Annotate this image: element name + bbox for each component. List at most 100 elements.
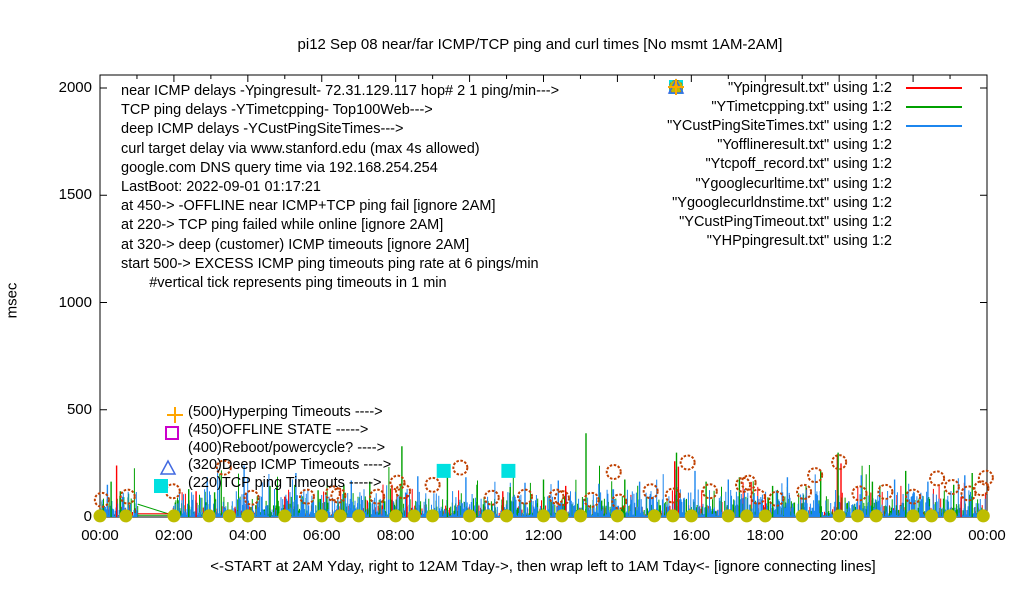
- x-tick-label: 22:00: [894, 527, 932, 544]
- x-tick-label: 20:00: [820, 527, 858, 544]
- legend-row: "YCustPingSiteTimes.txt" using 1:2: [667, 116, 976, 135]
- curl-time-point: [452, 459, 469, 476]
- curl-time-point: [119, 488, 136, 505]
- threshold-annotation: (320)Deep ICMP Timeouts ---->: [188, 457, 392, 474]
- dns-time-point: [241, 509, 255, 523]
- legend-label: "YCustPingSiteTimes.txt" using 1:2: [667, 117, 892, 134]
- legend-label: "Ygooglecurldnstime.txt" using 1:2: [672, 194, 892, 211]
- dns-time-point: [555, 509, 569, 523]
- x-tick-label: 00:00: [81, 527, 119, 544]
- dns-time-point: [943, 509, 957, 523]
- legend-label: "YTimetcpping.txt" using 1:2: [711, 98, 892, 115]
- dns-time-point: [222, 509, 236, 523]
- curl-time-point: [807, 467, 824, 484]
- curl-time-point: [740, 474, 757, 491]
- x-tick-label: 18:00: [746, 527, 785, 544]
- curl-time-point: [324, 485, 341, 502]
- open-triangle-icon: [159, 459, 177, 475]
- annotation-text-block: near ICMP delays -Ypingresult- 72.31.129…: [121, 82, 559, 293]
- dns-time-point: [721, 509, 735, 523]
- curl-time-point: [735, 476, 752, 493]
- dns-time-point: [666, 509, 680, 523]
- curl-time-point: [553, 490, 570, 507]
- dns-time-point: [93, 509, 107, 523]
- dns-time-point: [832, 509, 846, 523]
- dns-time-point: [500, 509, 514, 523]
- legend-row: "Ypingresult.txt" using 1:2: [667, 78, 976, 97]
- annotation-line: google.com DNS query time via 192.168.25…: [121, 159, 438, 176]
- annotation-line: LastBoot: 2022-09-01 01:17:21: [121, 179, 321, 196]
- legend-row: "Ytcpoff_record.txt" using 1:2: [667, 80, 976, 174]
- curl-time-point: [905, 488, 922, 505]
- curl-time-point: [583, 491, 600, 508]
- legend-label: "Ytcpoff_record.txt" using 1:2: [705, 156, 892, 173]
- x-tick-label: 00:00: [968, 527, 1006, 544]
- annotation-line: at 450-> -OFFLINE near ICMP+TCP ping fai…: [121, 198, 496, 215]
- legend-marker: [892, 86, 976, 89]
- threshold-annotation: (220)TCP ping Timeouts ----->: [188, 475, 382, 492]
- dns-time-point: [333, 509, 347, 523]
- y-tick-label: 1000: [58, 293, 92, 311]
- y-tick-label: 2000: [58, 79, 92, 96]
- dns-time-point: [851, 509, 865, 523]
- dns-time-point: [795, 509, 809, 523]
- dns-time-point: [481, 509, 495, 523]
- dns-time-point: [407, 509, 421, 523]
- legend-label: "Yofflineresult.txt" using 1:2: [717, 137, 892, 154]
- curl-time-point: [796, 483, 813, 500]
- dns-time-point: [925, 509, 939, 523]
- annotation-line: start 500-> EXCESS ICMP ping timeouts pi…: [121, 255, 539, 272]
- annotation-line: at 320-> deep (customer) ICMP timeouts […: [121, 236, 470, 253]
- curl-time-point: [395, 483, 412, 500]
- dns-time-point: [740, 509, 754, 523]
- legend-row: "Yofflineresult.txt" using 1:2: [667, 80, 976, 155]
- x-tick-label: 14:00: [598, 527, 637, 544]
- dns-time-point: [976, 509, 990, 523]
- x-tick-label: 02:00: [155, 527, 193, 544]
- dns-time-point: [647, 509, 661, 523]
- x-tick-label: 10:00: [450, 527, 489, 544]
- dns-time-point: [573, 509, 587, 523]
- annotation-line: #vertical tick represents ping timeouts …: [121, 275, 447, 292]
- dns-time-point: [758, 509, 772, 523]
- curl-time-point: [943, 478, 960, 495]
- line-sample-icon: [906, 105, 962, 108]
- tcp-fail-point: [436, 463, 451, 478]
- dns-time-point: [537, 509, 550, 523]
- x-tick-label: 16:00: [672, 527, 711, 544]
- y-tick-label: 500: [66, 400, 92, 418]
- dns-time-point: [389, 509, 403, 523]
- curl-time-point: [389, 474, 406, 491]
- curl-time-point: [298, 488, 315, 505]
- annotation-line: at 220-> TCP ping failed while online [i…: [121, 217, 444, 234]
- y-tick-label: 0: [83, 508, 92, 525]
- x-tick-label: 06:00: [302, 527, 341, 544]
- annotation-line: deep ICMP delays -YCustPingSiteTimes--->: [121, 121, 404, 138]
- legend-row: "Ygooglecurldnstime.txt" using 1:2: [667, 80, 976, 212]
- plus-icon: [167, 406, 184, 423]
- x-tick-label: 08:00: [376, 527, 415, 544]
- curl-time-point: [215, 459, 232, 476]
- curl-time-point: [977, 469, 994, 486]
- legend: "Ypingresult.txt" using 1:2 "YTimetcpping…: [667, 78, 976, 251]
- annotation-line: TCP ping delays -YTimetcpping- Top100Web…: [121, 102, 433, 119]
- dns-time-point: [119, 509, 133, 523]
- dns-time-point: [315, 509, 329, 523]
- curl-time-point: [93, 491, 110, 508]
- line-sample-icon: [906, 124, 962, 127]
- legend-label: "Ypingresult.txt" using 1:2: [728, 79, 892, 96]
- x-tick-label: 12:00: [524, 527, 563, 544]
- filled-square-icon: [154, 479, 169, 494]
- x-tick-label: 04:00: [229, 527, 267, 544]
- curl-time-point: [973, 480, 990, 497]
- curl-time-point: [749, 488, 766, 505]
- curl-time-point: [611, 493, 628, 510]
- dns-time-point: [906, 509, 920, 523]
- y-tick-label: 1500: [58, 186, 92, 204]
- curl-time-point: [243, 489, 260, 506]
- annotation-line: curl target delay via www.stanford.edu (…: [121, 140, 480, 157]
- curl-time-point: [831, 454, 848, 471]
- dns-time-point: [352, 509, 366, 523]
